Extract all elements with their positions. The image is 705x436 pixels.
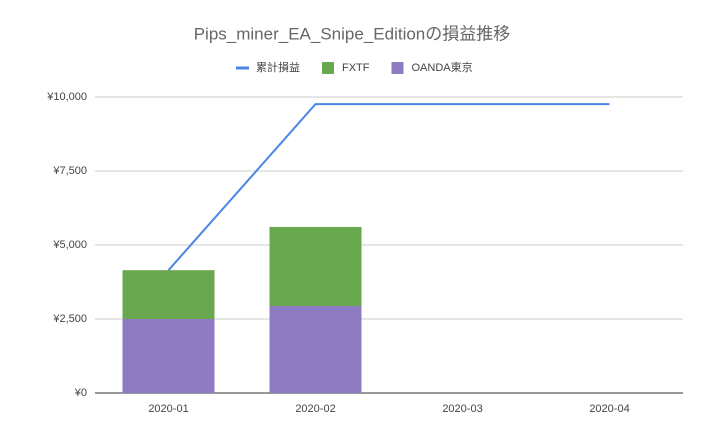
y-tick-label: ¥0 [74,387,87,399]
legend-swatch [391,62,404,74]
chart-title: Pips_miner_EA_Snipe_Editionの損益推移 [194,24,511,43]
bar [269,305,362,393]
legend-swatch [322,62,334,74]
bar [122,319,215,393]
x-tick-label: 2020-01 [148,403,188,415]
y-tick-label: ¥2,500 [52,313,87,325]
line-series [167,103,610,271]
y-tick-label: ¥10,000 [46,91,87,103]
y-tick-label: ¥5,000 [52,239,87,251]
x-tick-label: 2020-03 [442,403,482,415]
bar [269,226,362,306]
y-tick-label: ¥7,500 [52,165,87,177]
legend-label: 累計損益 [256,60,300,74]
legend-label: FXTF [342,62,370,74]
x-tick-label: 2020-04 [589,403,629,415]
x-tick-label: 2020-02 [295,403,335,415]
legend-label: OANDA東京 [412,60,473,74]
bar [122,270,215,319]
